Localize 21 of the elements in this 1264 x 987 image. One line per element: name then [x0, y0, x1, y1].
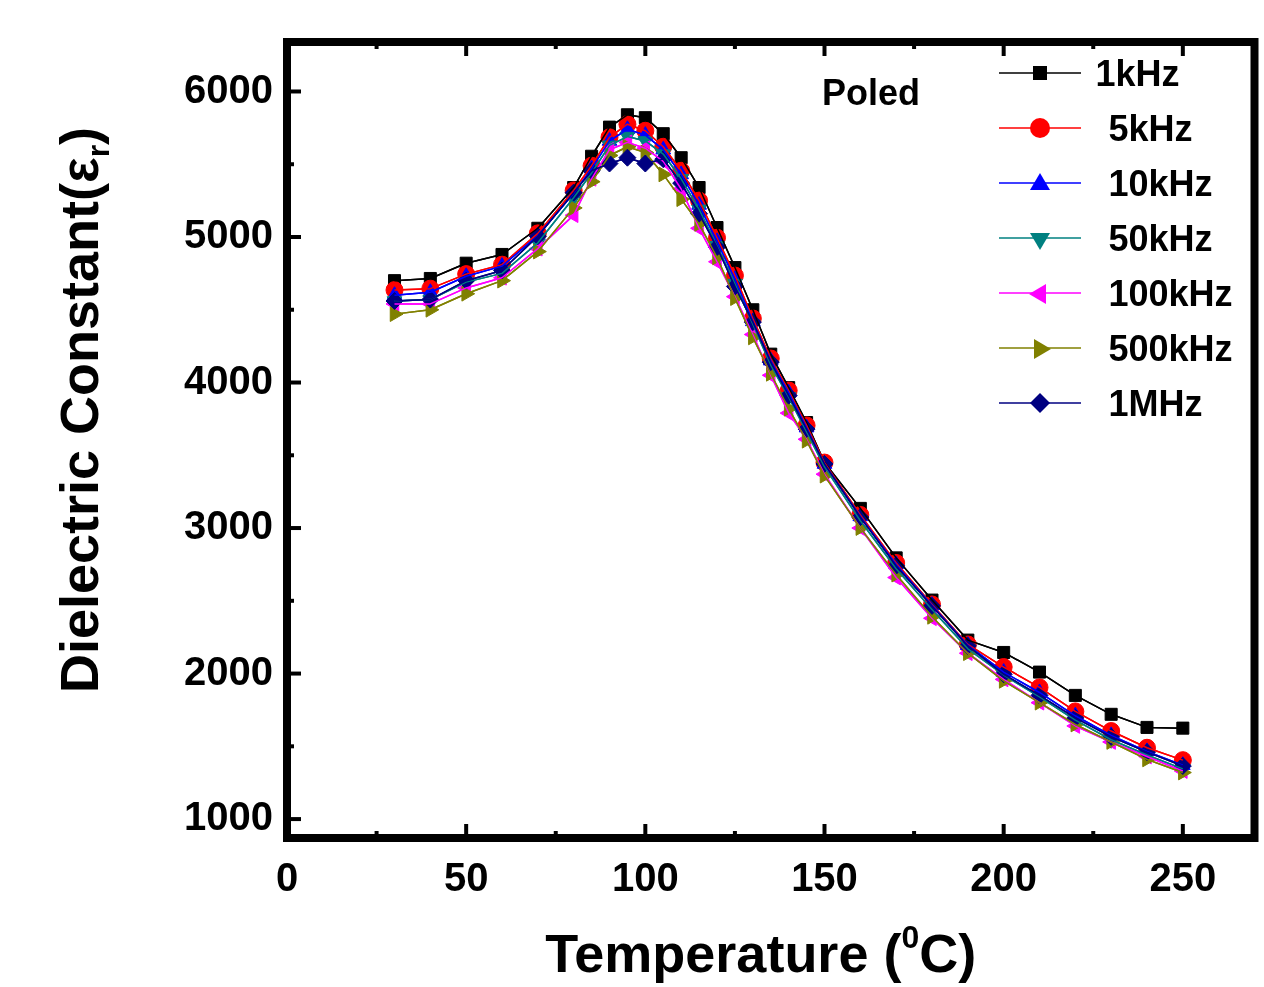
y-tick-label: 3000: [184, 503, 273, 548]
legend-label: 1kHz: [1095, 52, 1180, 95]
y-tick-label: 5000: [184, 212, 273, 257]
x-tick-label: 150: [791, 855, 858, 900]
legend-label: 50kHz: [1108, 217, 1213, 260]
x-tick-label: 250: [1149, 855, 1217, 900]
y-axis-title: Dielectric Constant(εr): [49, 126, 116, 694]
legend-label: 500kHz: [1108, 327, 1233, 370]
y-tick-label: 1000: [184, 794, 273, 839]
legend-label: 5kHz: [1108, 107, 1193, 150]
y-tick-label: 4000: [184, 357, 273, 402]
legend-label: 1MHz: [1108, 382, 1203, 425]
annotation: Poled: [821, 71, 921, 113]
y-tick-label: 2000: [184, 648, 273, 693]
x-tick-label: 0: [275, 855, 299, 900]
legend-label: 100kHz: [1108, 272, 1233, 315]
x-tick-label: 100: [611, 855, 679, 900]
x-tick-label: 200: [970, 855, 1038, 900]
legend-label: 10kHz: [1108, 162, 1213, 205]
y-tick-label: 6000: [184, 66, 273, 111]
x-tick-label: 50: [443, 855, 489, 900]
